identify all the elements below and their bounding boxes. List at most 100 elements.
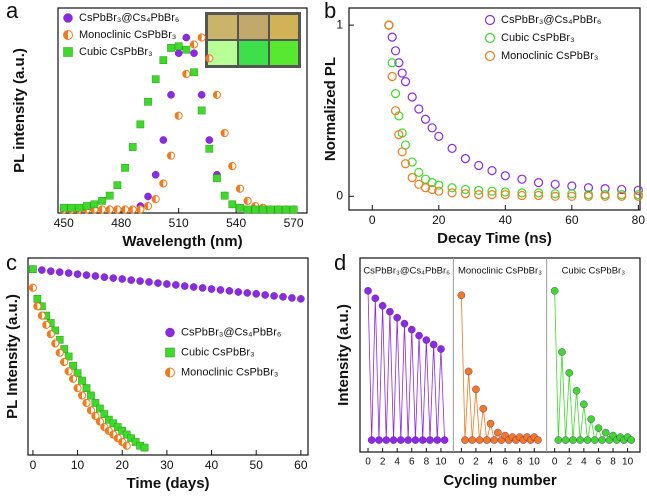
marker	[73, 369, 82, 378]
photo-cell	[208, 41, 237, 65]
x-tick-label: 0	[30, 458, 37, 472]
marker	[90, 200, 99, 209]
marker	[189, 283, 198, 291]
marker	[205, 144, 214, 153]
x-axis-label: Cycling number	[443, 472, 557, 489]
marker	[433, 436, 442, 444]
marker	[167, 91, 175, 99]
marker	[422, 336, 431, 344]
marker	[598, 436, 606, 444]
marker	[583, 436, 592, 444]
photo-cell	[239, 15, 268, 39]
marker	[500, 187, 510, 197]
marker	[243, 196, 252, 205]
marker	[472, 385, 480, 394]
plot-frame	[57, 7, 308, 214]
marker-half	[33, 302, 38, 310]
subpanel-title: Monoclinic CsPbBr₃	[458, 266, 542, 277]
marker	[46, 267, 55, 275]
marker	[411, 436, 420, 444]
marker	[486, 419, 495, 428]
marker-half	[213, 91, 217, 99]
marker	[475, 436, 484, 444]
marker	[434, 131, 444, 141]
marker	[517, 188, 527, 198]
marker	[447, 143, 457, 153]
marker-half	[221, 129, 225, 137]
marker	[378, 301, 387, 310]
marker	[397, 68, 407, 78]
marker	[407, 325, 416, 334]
x-tick-label: 8	[424, 457, 430, 468]
marker	[235, 184, 245, 193]
marker	[165, 347, 175, 358]
legend-label: Monoclinic CsPbBr₃	[79, 29, 176, 41]
marker	[297, 295, 305, 303]
marker	[100, 410, 109, 418]
marker	[429, 340, 438, 349]
x-tick-label: 4	[488, 457, 494, 468]
marker	[266, 205, 275, 214]
marker	[447, 188, 457, 198]
x-tick-label: 4	[394, 457, 400, 468]
legend-label: Cubic CsPbBr₃	[79, 46, 153, 58]
marker	[590, 436, 599, 444]
marker	[384, 20, 394, 30]
x-tick-label: 10	[529, 457, 541, 468]
marker	[63, 47, 73, 57]
marker	[159, 136, 168, 144]
marker	[394, 58, 404, 68]
marker-half	[113, 205, 118, 214]
marker	[533, 188, 544, 198]
x-tick-label: 40	[205, 458, 219, 472]
marker-half	[106, 205, 110, 214]
marker-half	[121, 205, 126, 214]
marker-half	[87, 406, 91, 414]
marker-half	[42, 321, 47, 329]
marker	[243, 289, 252, 297]
marker	[567, 181, 577, 191]
marker-half	[98, 205, 103, 214]
x-axis-label: Decay Time (ns)	[437, 230, 552, 247]
marker	[274, 205, 283, 214]
marker	[474, 185, 484, 195]
marker	[67, 203, 76, 212]
marker-half	[175, 112, 179, 120]
marker-half	[228, 162, 233, 170]
marker	[550, 189, 560, 199]
marker-half	[38, 312, 42, 320]
marker	[159, 56, 168, 64]
marker-half	[47, 330, 51, 338]
marker	[64, 352, 73, 361]
marker	[500, 189, 510, 200]
marker	[174, 111, 183, 120]
marker-half	[69, 375, 74, 383]
x-tick-label: 2	[380, 457, 386, 468]
marker	[567, 189, 577, 199]
marker	[91, 399, 100, 407]
marker	[567, 191, 577, 201]
marker	[42, 320, 51, 330]
marker	[118, 275, 127, 283]
legend-label: Monoclinic CsPbBr₃	[181, 366, 278, 378]
marker	[387, 32, 397, 42]
marker	[633, 191, 643, 201]
marker	[468, 436, 477, 444]
marker	[144, 97, 152, 106]
marker	[120, 205, 130, 214]
marker	[393, 313, 401, 322]
photo-cell	[239, 41, 268, 65]
marker	[213, 174, 221, 183]
marker	[46, 330, 55, 339]
marker	[197, 33, 206, 42]
legend-label: CsPbBr₃@Cs₄PbBr₆	[79, 12, 179, 24]
marker-half	[63, 30, 68, 40]
marker	[251, 205, 260, 214]
marker-half	[205, 54, 210, 62]
marker	[587, 415, 595, 423]
x-tick-label: 480	[111, 216, 131, 230]
marker	[174, 49, 183, 57]
marker	[98, 196, 106, 205]
marker	[95, 417, 104, 426]
